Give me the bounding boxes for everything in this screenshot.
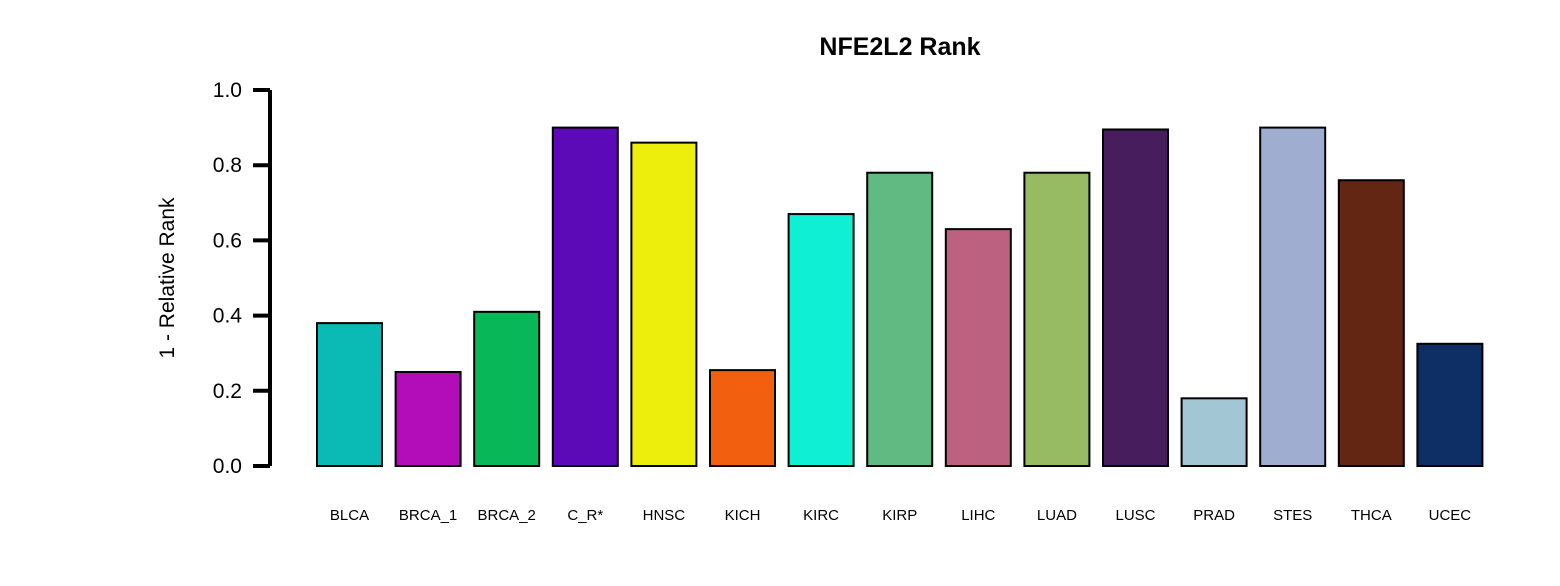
- bar-prad: [1180, 397, 1248, 468]
- bar-kich: [709, 369, 776, 467]
- bar-lihc: [944, 228, 1012, 467]
- y-tick-label: 0.6: [213, 229, 242, 252]
- bar-lusc: [1102, 128, 1169, 467]
- x-tick-label: BRCA_2: [478, 507, 536, 524]
- y-tick-label: 0.0: [213, 455, 242, 478]
- bar-ucec: [1416, 342, 1484, 467]
- y-axis: 0.0 0.2 0.4 0.6 0.8 1.0: [213, 79, 272, 478]
- bar-brca-1: [394, 371, 462, 467]
- x-tick-labels: BLCA BRCA_1 BRCA_2 C_R* HNSC KICH KIRC KIRP LIHC…: [330, 507, 1471, 524]
- y-axis-label: 1 - Relative Rank: [156, 197, 179, 359]
- y-tick-label: 0.2: [213, 380, 242, 403]
- bars: [316, 126, 1484, 468]
- bar-blca: [316, 322, 383, 467]
- x-tick-label: BRCA_1: [399, 507, 457, 524]
- x-tick-label: LUAD: [1037, 507, 1077, 524]
- bar-kirc: [787, 213, 855, 467]
- bar-thca: [1337, 179, 1405, 468]
- x-tick-label: THCA: [1351, 507, 1392, 524]
- bar-brca-2: [473, 310, 541, 467]
- chart-title: NFE2L2 Rank: [819, 33, 980, 61]
- x-tick-label: PRAD: [1193, 507, 1235, 524]
- x-tick-label: KIRP: [882, 507, 917, 524]
- x-tick-label: UCEC: [1429, 507, 1472, 524]
- x-tick-label: STES: [1273, 507, 1312, 524]
- x-tick-label: HNSC: [643, 507, 686, 524]
- x-tick-label: LIHC: [961, 507, 995, 524]
- bar-hnsc: [630, 141, 698, 467]
- bar-luad: [1023, 171, 1091, 467]
- y-tick-label: 1.0: [213, 79, 242, 102]
- x-tick-label: LUSC: [1115, 507, 1155, 524]
- bar-stes: [1259, 126, 1327, 467]
- x-tick-label: KICH: [725, 507, 761, 524]
- x-tick-label: C_R*: [567, 507, 603, 524]
- x-tick-label: BLCA: [330, 507, 369, 524]
- x-tick-label: KIRC: [803, 507, 839, 524]
- bar-kirp: [866, 171, 934, 467]
- y-tick-label: 0.4: [213, 305, 243, 328]
- bar-c-r-: [551, 126, 619, 467]
- y-tick-label: 0.8: [213, 154, 242, 177]
